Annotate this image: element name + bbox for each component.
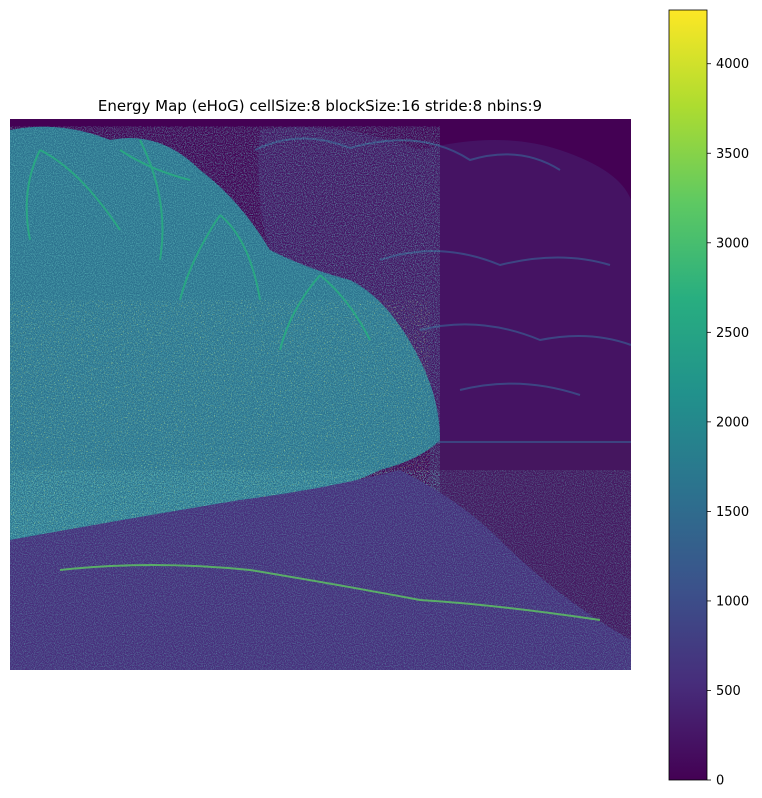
- surf-line: [59, 564, 601, 621]
- colorbar-tick-label: 500: [716, 684, 741, 699]
- colorbar-tick-label: 3500: [716, 147, 749, 162]
- cloud-edge: [254, 137, 631, 396]
- colorbar-ticks: 0 500 1000 1500 2000 2500 3000 3500 4000: [707, 57, 749, 789]
- chart-title: Energy Map (eHoG) cellSize:8 blockSize:1…: [98, 97, 542, 115]
- vegetation-hotspots: [10, 300, 430, 535]
- colorbar-tick-label: 2500: [716, 326, 749, 341]
- colorbar-tick-label: 2000: [716, 415, 749, 430]
- cloud-region: [258, 126, 631, 441]
- colorbar-tick-label: 4000: [716, 57, 749, 72]
- energy-heatmap: [10, 119, 631, 670]
- colorbar-tick-label: 1000: [716, 594, 749, 609]
- colorbar-gradient: [668, 9, 708, 781]
- colorbar-tick-label: 3000: [716, 236, 749, 251]
- colorbar-tick-label: 0: [716, 774, 724, 789]
- colorbar-tick-label: 1500: [716, 505, 749, 520]
- palm-fronds: [25, 139, 371, 351]
- colorbar: 0 500 1000 1500 2000 2500 3000 3500 4000: [668, 9, 749, 789]
- sand-texture: [10, 470, 631, 670]
